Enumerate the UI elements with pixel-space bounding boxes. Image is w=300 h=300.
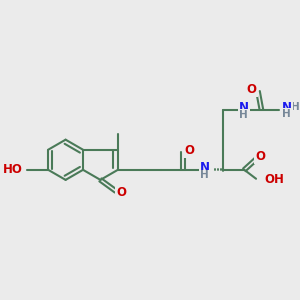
Text: OH: OH xyxy=(264,173,284,186)
Text: O: O xyxy=(247,83,257,97)
Text: H: H xyxy=(291,102,300,112)
Text: O: O xyxy=(184,144,194,157)
Text: H: H xyxy=(200,170,209,180)
Text: H: H xyxy=(239,110,248,120)
Text: HO: HO xyxy=(3,163,23,176)
Text: N: N xyxy=(239,101,249,114)
Text: O: O xyxy=(116,186,126,199)
Text: N: N xyxy=(200,161,210,174)
Text: N: N xyxy=(282,101,292,114)
Text: H: H xyxy=(282,109,291,119)
Text: O: O xyxy=(255,151,265,164)
